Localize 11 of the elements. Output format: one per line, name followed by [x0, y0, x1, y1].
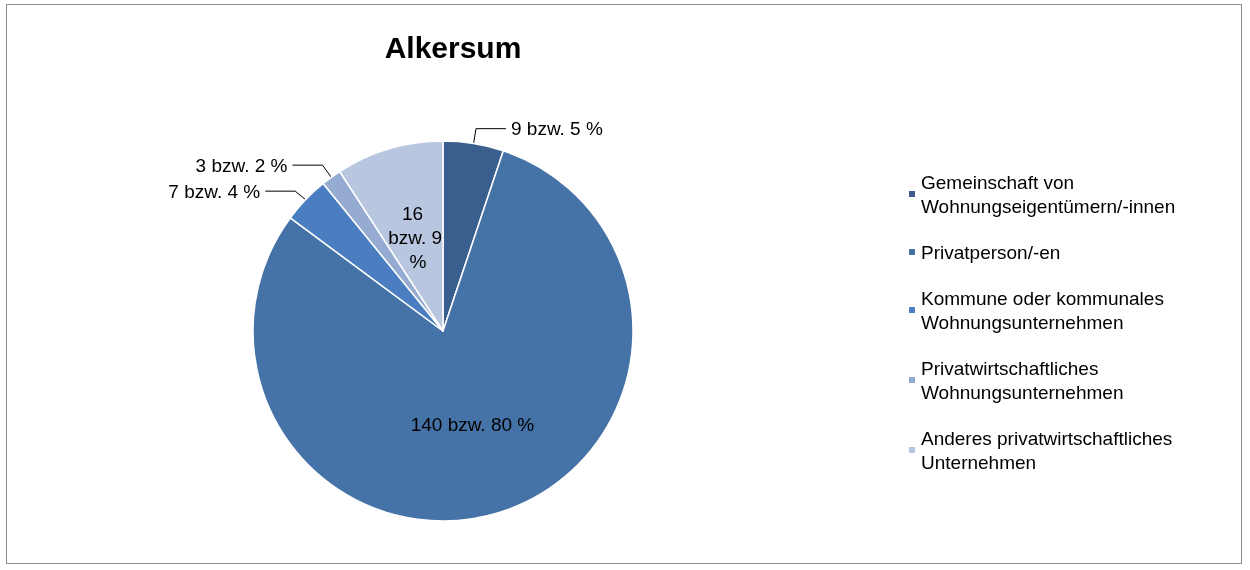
legend-label: Privatwirtschaftliches Wohnungsunternehmen [921, 357, 1124, 403]
data-label: 140 bzw. 80 % [410, 413, 535, 435]
data-label: 7 bzw. 4 % [168, 180, 261, 202]
legend-label: Gemeinschaft von Wohnungseigentümern/-innen [921, 171, 1176, 217]
data-label: 9 bzw. 5 % [510, 118, 603, 140]
data-label: 16 bzw. 9 % [388, 202, 443, 272]
legend-label: Privatperson/-en [921, 241, 1061, 263]
legend-label: Kommune oder kommunales Wohnungsunternehmen [921, 287, 1170, 333]
data-label: 3 bzw. 2 % [195, 154, 288, 176]
legend-label: Anderes privatwirtschaftliches Unternehmen [921, 427, 1178, 473]
chart-title: Alkersum [384, 30, 522, 64]
